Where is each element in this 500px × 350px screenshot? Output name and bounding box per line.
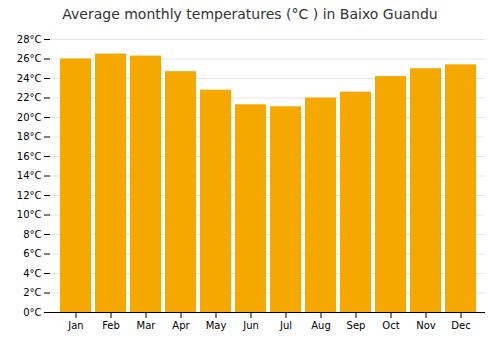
svg-text:16°C: 16°C [17, 151, 42, 162]
svg-text:6°C: 6°C [23, 248, 41, 259]
svg-text:Jul: Jul [279, 320, 292, 331]
svg-text:0°C: 0°C [23, 307, 41, 318]
svg-text:18°C: 18°C [17, 131, 42, 142]
svg-text:26°C: 26°C [17, 53, 42, 64]
svg-text:Nov: Nov [416, 320, 436, 331]
svg-text:4°C: 4°C [23, 268, 41, 279]
svg-text:22°C: 22°C [17, 92, 42, 103]
svg-text:8°C: 8°C [23, 229, 41, 240]
svg-text:Oct: Oct [382, 320, 399, 331]
svg-text:20°C: 20°C [17, 112, 42, 123]
svg-text:24°C: 24°C [17, 73, 42, 84]
svg-text:12°C: 12°C [17, 190, 42, 201]
svg-text:May: May [206, 320, 227, 331]
svg-text:28°C: 28°C [17, 34, 42, 45]
svg-text:10°C: 10°C [17, 209, 42, 220]
svg-text:2°C: 2°C [23, 287, 41, 298]
svg-text:14°C: 14°C [17, 170, 42, 181]
html-text:Average monthly temperatures (: Average monthly temperatures (°C ) in Ba… [62, 6, 438, 22]
svg-text:Feb: Feb [102, 320, 120, 331]
svg-text:Jan: Jan [67, 320, 83, 331]
svg-text:Dec: Dec [451, 320, 470, 331]
svg-text:Aug: Aug [311, 320, 331, 331]
svg-text:Mar: Mar [137, 320, 157, 331]
svg-text:Sep: Sep [347, 320, 366, 331]
svg-text:Jun: Jun [242, 320, 259, 331]
svg-text:Apr: Apr [172, 320, 190, 331]
